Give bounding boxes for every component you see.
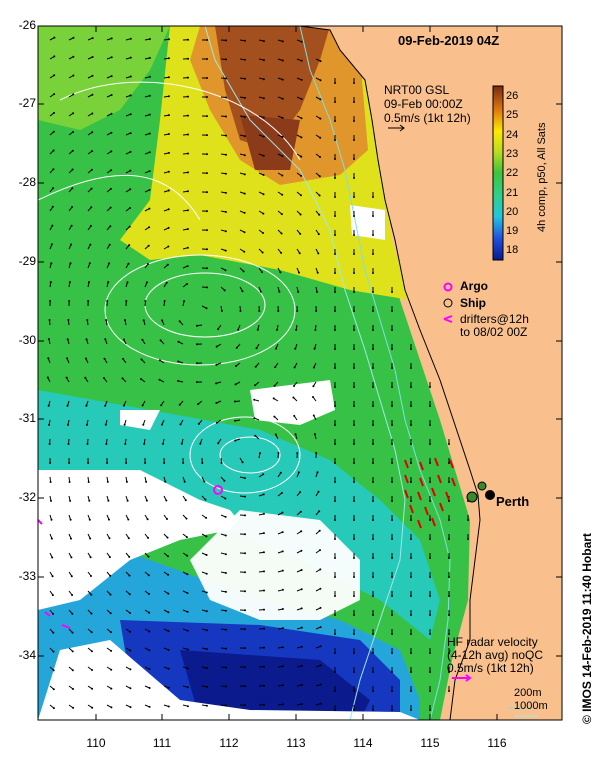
axis-ticks bbox=[38, 25, 562, 720]
x-tick-label: 110 bbox=[86, 736, 106, 750]
colorbar-label: 4h comp, p50, All Sats bbox=[536, 122, 548, 232]
credit-text: © IMOS 14-Feb-2019 11:40 Hobart bbox=[580, 533, 594, 724]
x-tick-label: 111 bbox=[152, 736, 172, 750]
colorbar-tick-label: 19 bbox=[506, 225, 519, 238]
hf-scale-arrow bbox=[452, 674, 472, 682]
legend-ship-label: Ship bbox=[460, 296, 486, 310]
hf-radar-vectors bbox=[404, 457, 456, 529]
legend-drifters-line1: drifters@12h bbox=[460, 312, 529, 326]
drifter-track bbox=[38, 519, 43, 525]
colorbar-tick-label: 24 bbox=[506, 128, 519, 141]
colorbar-tick-label: 23 bbox=[506, 147, 519, 160]
x-tick-label: 114 bbox=[353, 736, 373, 750]
depth-200m-label: 200m bbox=[514, 687, 542, 699]
y-tick-label: -27 bbox=[18, 96, 36, 110]
geostrophic-velocity-vectors bbox=[46, 36, 469, 711]
perth-label: Perth bbox=[496, 494, 530, 509]
map-area bbox=[38, 26, 562, 720]
colorbar-tick-label: 20 bbox=[506, 205, 519, 218]
ship-marker bbox=[466, 491, 478, 503]
y-tick-label: -30 bbox=[18, 333, 36, 347]
plot-frame bbox=[37, 25, 563, 721]
legend-argo-label: Argo bbox=[460, 279, 488, 293]
y-tick-label: -28 bbox=[18, 175, 36, 189]
gsl-scale-arrow bbox=[388, 124, 405, 132]
depth-1000m-label: 1000m bbox=[514, 700, 548, 712]
y-tick-label: -26 bbox=[18, 18, 36, 32]
legend-drifters-line2: to 08/02 00Z bbox=[460, 325, 528, 339]
map-title: 09-Feb-2019 04Z bbox=[398, 33, 500, 48]
hf-radar-line2: (4-12h avg) noQC bbox=[447, 648, 544, 662]
x-tick-label: 116 bbox=[487, 736, 507, 750]
perth-marker bbox=[485, 490, 495, 500]
argo-float-marker bbox=[213, 485, 223, 495]
colorbar-tick-label: 21 bbox=[506, 186, 519, 199]
colorbar bbox=[492, 85, 504, 261]
x-tick-label: 113 bbox=[286, 736, 306, 750]
ship-legend-icon bbox=[443, 298, 453, 308]
y-tick-label: -29 bbox=[18, 254, 36, 268]
colorbar-tick-label: 18 bbox=[506, 244, 519, 257]
ssh-contours bbox=[38, 81, 301, 494]
cloud-mask bbox=[38, 470, 238, 610]
argo-legend-icon bbox=[443, 282, 453, 292]
y-tick-label: -31 bbox=[18, 411, 36, 425]
y-tick-label: -32 bbox=[18, 490, 36, 504]
y-tick-label: -33 bbox=[18, 569, 36, 583]
colorbar-tick-label: 26 bbox=[506, 90, 519, 102]
product-name: NRT00 GSL bbox=[384, 83, 450, 97]
x-tick-label: 112 bbox=[219, 736, 239, 750]
product-scale: 0.5m/s (1kt 12h) bbox=[384, 111, 471, 125]
colorbar-tick-label: 25 bbox=[506, 109, 519, 122]
product-time: 09-Feb 00:00Z bbox=[384, 97, 463, 111]
drifter-legend-icon bbox=[443, 315, 453, 323]
hf-radar-line3: 0.5m/s (1kt 12h) bbox=[447, 661, 534, 675]
isobath-1000m bbox=[204, 26, 406, 720]
y-tick-label: -34 bbox=[18, 648, 36, 662]
x-tick-label: 115 bbox=[420, 736, 440, 750]
colorbar-tick-label: 22 bbox=[506, 167, 519, 180]
hf-radar-line1: HF radar velocity bbox=[447, 635, 538, 649]
